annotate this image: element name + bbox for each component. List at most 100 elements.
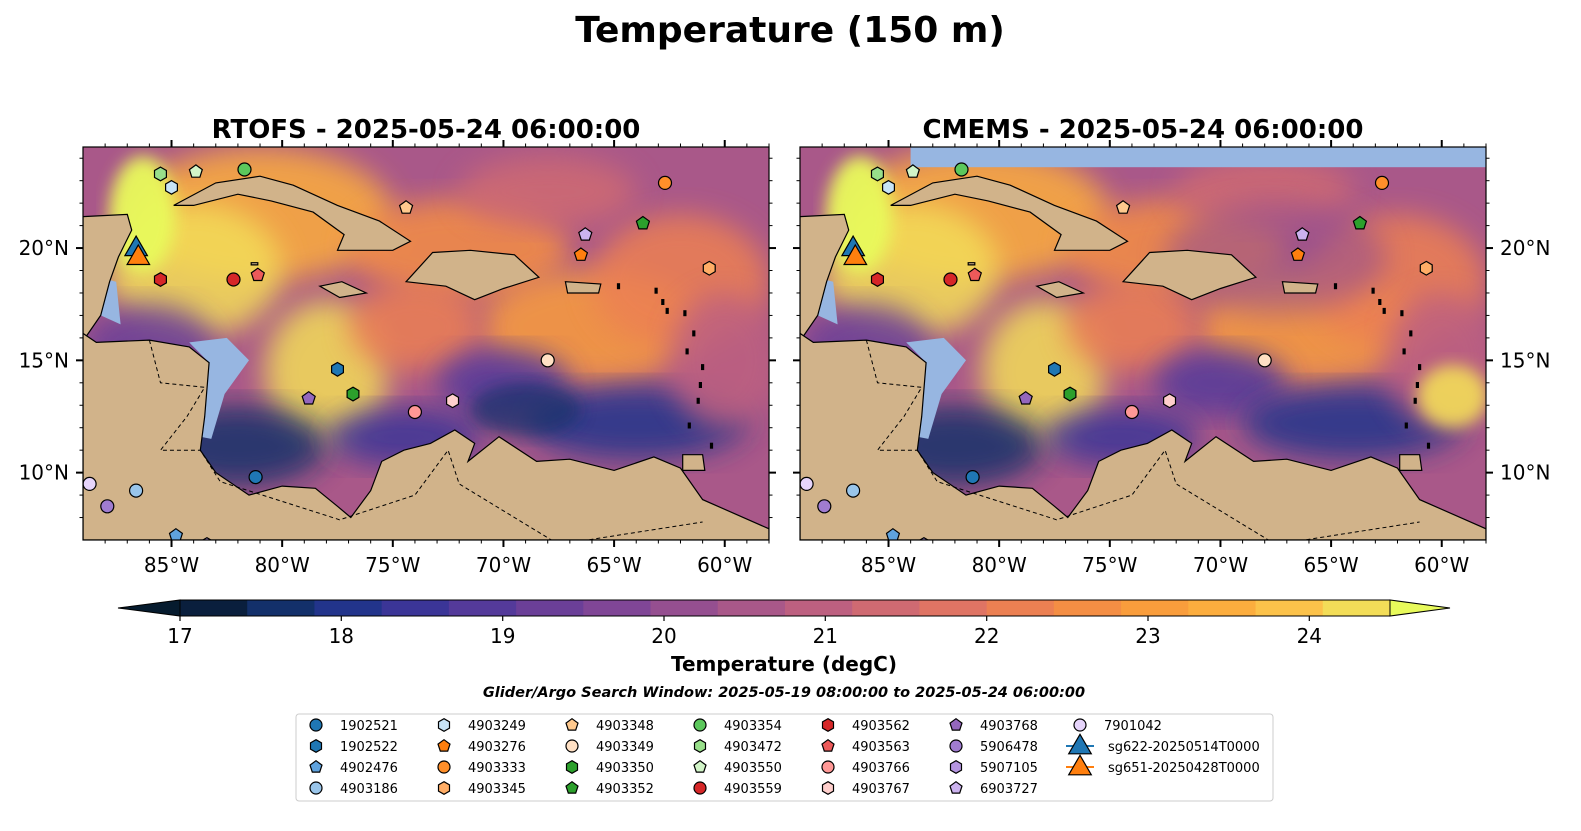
legend-marker-circle xyxy=(821,760,835,774)
float-marker-1902522 xyxy=(1047,361,1062,377)
colorbar-tick-label: 21 xyxy=(813,624,838,648)
legend-label: 1902522 xyxy=(340,740,398,755)
legend-label: 6903727 xyxy=(980,782,1038,797)
legend-marker-circle xyxy=(437,760,451,774)
legend: 1902521 1902522 4902476 4903186 4903249 49032… xyxy=(295,713,1274,802)
legend-item: 1902521 xyxy=(309,718,398,734)
lat-tick-label: 10°N xyxy=(19,461,69,485)
legend-marker-hexagon xyxy=(949,760,963,774)
search-window-subtitle: Glider/Argo Search Window: 2025-05-19 08… xyxy=(483,685,1085,701)
legend-item: 4902476 xyxy=(309,759,398,776)
colorbar-tick-label: 20 xyxy=(651,624,676,648)
float-marker-4903249 xyxy=(165,179,178,195)
float-marker-4903352 xyxy=(635,215,651,230)
legend-marker-circle xyxy=(1073,718,1087,732)
lon-tick-label: 65°W xyxy=(586,553,641,577)
colorbar-swatch xyxy=(852,600,921,616)
legend-label: 7901042 xyxy=(1104,719,1162,734)
lat-tick-label: 10°N xyxy=(1500,461,1550,485)
legend-item: 4903562 xyxy=(821,718,910,734)
colorbar-label: Temperature (degC) xyxy=(671,652,897,676)
legend-item: 4903766 xyxy=(821,760,910,776)
colorbar-swatch xyxy=(785,600,853,616)
land-rtofs xyxy=(83,175,769,540)
float-marker-5906478 xyxy=(817,499,832,514)
legend-label: sg622-20250514T0000 xyxy=(1108,740,1260,755)
lat-ticks-cmems: 20°N 15°N 10°N xyxy=(793,157,1550,519)
colorbar-over-arrow xyxy=(1389,599,1451,617)
colorbar-swatch xyxy=(1053,600,1122,616)
float-marker-4903354 xyxy=(237,162,252,177)
lon-tick-label: 70°W xyxy=(1193,553,1248,577)
colorbar-swatch xyxy=(448,600,517,616)
legend-item: 4903767 xyxy=(821,781,910,797)
legend-item: 1902522 xyxy=(309,739,398,755)
float-marker-7901042 xyxy=(800,476,814,491)
legend-label: 4903348 xyxy=(596,719,654,734)
float-marker-4903345 xyxy=(702,260,716,276)
legend-marker-circle xyxy=(309,718,323,732)
legend-marker-glider xyxy=(1067,733,1093,755)
float-marker-4903766 xyxy=(1124,404,1140,420)
legend-item: sg651-20250428T0000 xyxy=(1066,754,1260,776)
glider-marker-sg651-20250428T0000 xyxy=(843,243,868,266)
lon-ticks-cmems: 85°W 80°W 75°W 70°W 65°W 60°W xyxy=(821,140,1487,577)
float-marker-4903249 xyxy=(881,179,896,195)
legend-item: 5907105 xyxy=(949,760,1038,776)
legend-frame xyxy=(295,713,1274,802)
float-marker-4903186 xyxy=(845,483,861,498)
colorbar-swatch xyxy=(516,600,584,616)
float-marker-7901042 xyxy=(83,476,97,491)
legend-label: 4903766 xyxy=(852,761,910,776)
colorbar-tick-label: 24 xyxy=(1297,624,1322,648)
legend-item: 5906478 xyxy=(949,739,1038,755)
float-marker-4903345 xyxy=(1419,260,1433,276)
float-marker-4903562 xyxy=(153,272,167,287)
legend-item: 7901042 xyxy=(1073,718,1162,734)
colorbar-ticks: 17 18 19 20 21 22 23 24 xyxy=(167,616,1322,648)
panel-title-cmems: CMEMS - 2025-05-24 06:00:00 xyxy=(923,115,1364,145)
panel-rtofs: RTOFS - 2025-05-24 06:00:00 85°W 80°W 75°W… xyxy=(19,115,776,577)
legend-item: 4903563 xyxy=(821,738,910,755)
legend-marker-circle xyxy=(949,739,963,753)
legend-marker-pentagon xyxy=(821,738,835,752)
lat-tick-label: 15°N xyxy=(19,348,69,372)
lat-tick-label: 20°N xyxy=(19,236,69,260)
legend-marker-hexagon xyxy=(821,781,835,795)
lon-tick-label: 60°W xyxy=(1414,553,1469,577)
float-marker-4903349 xyxy=(540,353,555,368)
legend-marker-pentagon xyxy=(949,780,963,794)
colorbar-swatch xyxy=(1188,600,1257,616)
legend-label: 4902476 xyxy=(340,761,398,776)
legend-marker-pentagon xyxy=(437,738,451,752)
float-marker-4903276 xyxy=(1290,247,1306,261)
colorbar-swatch xyxy=(1255,600,1324,616)
legend-label: 4903352 xyxy=(596,782,654,797)
legend-marker-circle xyxy=(309,781,323,795)
map-cmems xyxy=(800,147,1486,540)
legend-label: sg651-20250428T0000 xyxy=(1108,761,1260,776)
float-marker-4903767 xyxy=(1162,393,1177,409)
panel-cmems: CMEMS - 2025-05-24 06:00:00 85°W 80°W 75°W… xyxy=(793,115,1550,577)
colorbar-tick-label: 17 xyxy=(167,624,192,648)
colorbar-segments xyxy=(117,599,1451,617)
float-marker-1902522 xyxy=(331,361,344,377)
legend-item: 4903768 xyxy=(949,717,1038,734)
legend-marker-hexagon xyxy=(821,718,835,732)
legend-label: 4903562 xyxy=(852,719,910,734)
legend-items: 1902521 1902522 4902476 4903186 4903249 49032… xyxy=(309,717,1260,797)
colorbar-swatch xyxy=(919,600,988,616)
float-marker-4903559 xyxy=(226,272,241,287)
float-marker-4903550 xyxy=(905,164,921,178)
float-marker-4903768 xyxy=(1018,390,1033,405)
float-marker-4903563 xyxy=(967,267,983,282)
float-marker-4903333 xyxy=(657,175,673,190)
map-rtofs xyxy=(83,147,769,540)
legend-item: 4903345 xyxy=(437,781,526,797)
legend-label: 4903472 xyxy=(724,740,782,755)
legend-label: 4903186 xyxy=(340,782,398,797)
legend-marker-pentagon xyxy=(565,780,579,794)
legend-item: 4903333 xyxy=(437,760,526,776)
float-marker-4903350 xyxy=(1063,386,1077,402)
